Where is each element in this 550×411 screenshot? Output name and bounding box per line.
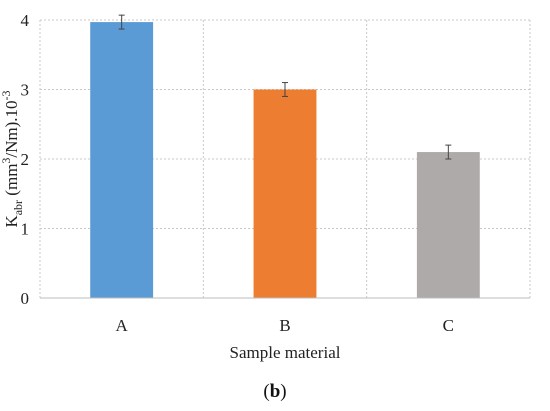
y-tick-label: 0	[21, 289, 30, 308]
error-bars	[118, 14, 452, 160]
y-tick-label: 1	[21, 220, 30, 239]
y-tick-label: 2	[21, 150, 30, 169]
bar-B	[253, 89, 317, 298]
bar-C	[416, 152, 480, 298]
x-tick-label-A: A	[116, 316, 129, 335]
x-tick-labels: A B C	[116, 316, 454, 335]
y-tick-label: 4	[21, 11, 30, 30]
y-axis-title: Kabr (mm3/Nm).10-3	[0, 90, 25, 227]
y-tick-labels: 0 1 2 3 4	[21, 11, 30, 308]
x-tick-label-B: B	[279, 316, 290, 335]
y-tick-label: 3	[21, 81, 30, 100]
panel-label: (b)	[263, 381, 287, 402]
bar-A	[90, 22, 154, 299]
bars	[90, 22, 480, 299]
x-axis-title: Sample material	[230, 343, 341, 362]
bar-chart: 0 1 2 3 4 A B C Sample material Kabr (mm3/Nm).…	[0, 11, 531, 362]
x-tick-label-C: C	[443, 316, 454, 335]
